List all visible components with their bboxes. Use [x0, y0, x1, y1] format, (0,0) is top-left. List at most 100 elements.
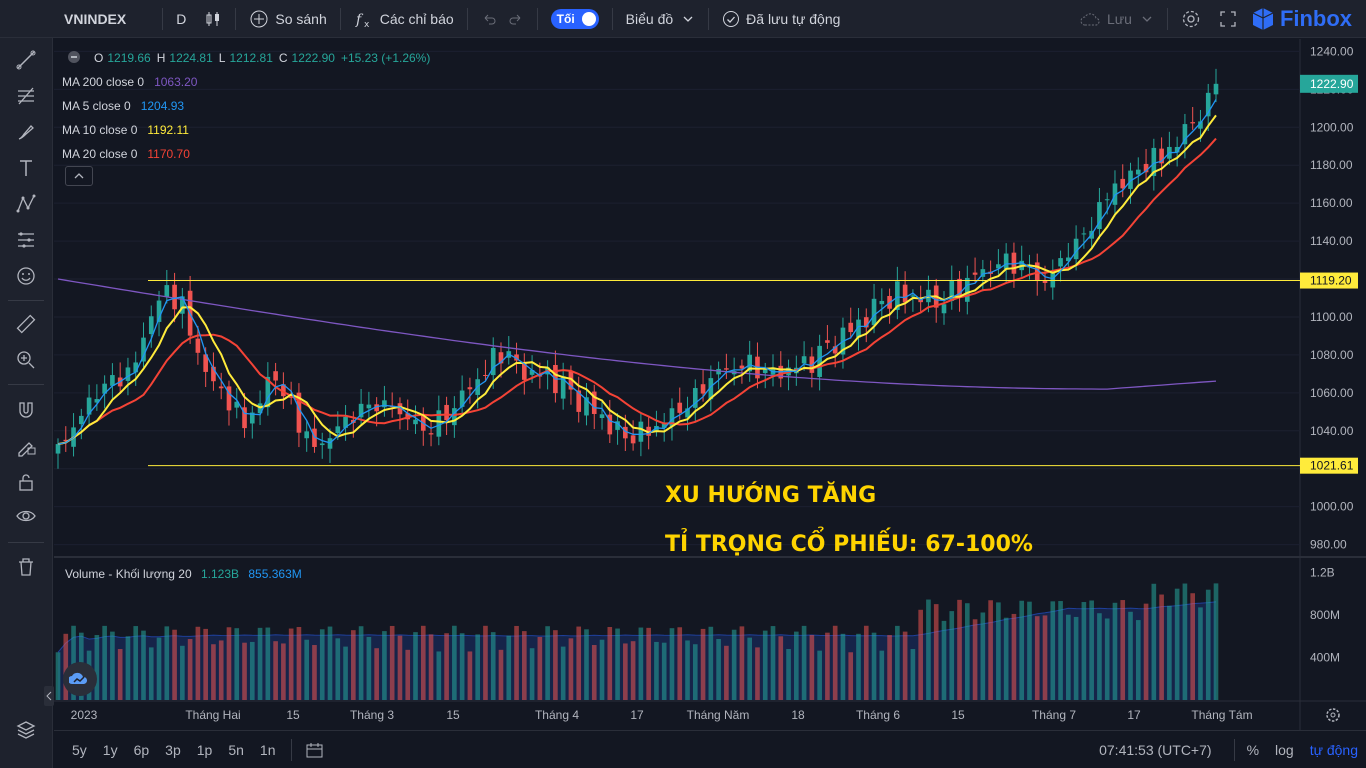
- theme-toggle[interactable]: Tối: [542, 0, 608, 38]
- magnet-icon[interactable]: [12, 396, 40, 424]
- ruler-icon[interactable]: [12, 310, 40, 338]
- settings-button[interactable]: [1172, 0, 1210, 38]
- volume-bar: [498, 649, 504, 700]
- candle-body: [568, 371, 574, 390]
- text-icon[interactable]: [12, 154, 40, 182]
- brush-icon[interactable]: [12, 118, 40, 146]
- candle-body: [249, 412, 255, 424]
- volume-bar: [716, 639, 721, 700]
- volume-bar: [848, 652, 854, 700]
- range-3m[interactable]: 3p: [165, 741, 181, 758]
- range-buttons: 5y 1y 6p 3p 1p 5n 1n: [54, 738, 334, 761]
- emoji-icon[interactable]: [12, 262, 40, 290]
- volume-bar: [747, 637, 753, 700]
- ma10-label: MA 10 close 0: [62, 123, 138, 137]
- candle-body: [490, 347, 496, 376]
- interval-button[interactable]: D: [176, 10, 187, 27]
- legend-ma20[interactable]: MA 20 close 0 1170.70: [62, 142, 436, 166]
- candle-body: [148, 316, 154, 335]
- gear-icon: [1182, 10, 1200, 28]
- ma20-label: MA 20 close 0: [62, 147, 138, 161]
- candle-body: [996, 264, 1001, 269]
- range-1d[interactable]: 1n: [259, 741, 276, 758]
- volume-bar: [521, 631, 527, 700]
- weight-annotation[interactable]: TỈ TRỌNG CỔ PHIẾU: 67-100%: [665, 527, 1033, 557]
- trend-line-icon[interactable]: [12, 46, 40, 74]
- hide-toolbar-button[interactable]: [44, 686, 54, 706]
- low-value: 1212.81: [229, 51, 273, 65]
- volume-bar: [281, 643, 286, 700]
- percent-scale-button[interactable]: %: [1246, 741, 1260, 758]
- candle-body: [1120, 178, 1126, 189]
- price-tick-label: 1140.00: [1310, 234, 1353, 248]
- volume-bar: [646, 627, 651, 700]
- volume-bar: [444, 633, 449, 700]
- volume-bar: [1151, 583, 1157, 700]
- volume-bar: [739, 626, 745, 700]
- compare-button[interactable]: So sánh: [240, 0, 335, 38]
- volume-bar: [187, 639, 193, 700]
- volume-bar: [156, 637, 162, 700]
- volume-bar: [63, 633, 69, 700]
- volume-bar: [926, 599, 931, 700]
- collapse-legend-button[interactable]: [62, 50, 86, 67]
- log-scale-button[interactable]: log: [1275, 741, 1294, 758]
- chart-type-menu[interactable]: Biểu đồ: [617, 0, 704, 38]
- symbol-search[interactable]: VNINDEX: [64, 10, 127, 27]
- lock-icon[interactable]: [12, 468, 40, 496]
- trash-icon[interactable]: [12, 553, 40, 581]
- expand-legend-button[interactable]: [65, 166, 93, 186]
- range-6m[interactable]: 6p: [133, 741, 150, 758]
- undo-button[interactable]: [472, 0, 506, 38]
- range-1y[interactable]: 1y: [102, 741, 118, 758]
- eye-icon[interactable]: [12, 502, 40, 530]
- range-5y[interactable]: 5y: [72, 741, 87, 758]
- candle-type-button[interactable]: [195, 0, 231, 38]
- autosave-indicator[interactable]: Đã lưu tự động: [713, 0, 849, 38]
- projection-icon[interactable]: [12, 226, 40, 254]
- goto-date-button[interactable]: [296, 742, 334, 758]
- chart-canvas[interactable]: XU HƯỚNG TĂNG TỈ TRỌNG CỔ PHIẾU: 67-100%…: [0, 0, 1366, 730]
- layers-icon[interactable]: [12, 716, 40, 744]
- volume-bar: [1174, 588, 1180, 700]
- volume-bar: [1112, 602, 1118, 700]
- legend-ma5[interactable]: MA 5 close 0 1204.93: [62, 94, 436, 118]
- gear-hub: [1330, 712, 1336, 718]
- calendar-range-icon: [306, 742, 323, 757]
- candle-body: [1050, 272, 1056, 288]
- candle-body: [747, 354, 753, 372]
- volume-bar: [832, 625, 838, 700]
- range-1m[interactable]: 1p: [196, 741, 213, 758]
- candle-body: [1143, 163, 1149, 173]
- chevron-up-icon: [74, 173, 84, 179]
- volume-bar: [195, 626, 201, 700]
- save-button[interactable]: Lưu: [1070, 0, 1163, 38]
- pattern-icon[interactable]: [12, 190, 40, 218]
- fib-icon[interactable]: [12, 82, 40, 110]
- trend-annotation[interactable]: XU HƯỚNG TĂNG: [665, 482, 876, 508]
- range-5d[interactable]: 5n: [228, 741, 244, 758]
- fullscreen-button[interactable]: [1210, 0, 1246, 38]
- candle-body: [467, 387, 473, 390]
- volume-ma-value: 855.363M: [248, 567, 302, 581]
- price-tick-label: 1000.00: [1310, 500, 1354, 514]
- clock-timezone[interactable]: 07:41:53 (UTC+7): [1099, 741, 1212, 758]
- volume-bar: [708, 626, 714, 700]
- volume-legend[interactable]: Volume - Khối lượng 20 1.123B 855.363M: [65, 567, 302, 581]
- legend-ma10[interactable]: MA 10 close 0 1192.11: [62, 118, 436, 142]
- volume-bar: [249, 641, 255, 700]
- price-tick-label: 1200.00: [1310, 120, 1354, 134]
- chart-legend: O 1219.66 H 1224.81 L 1212.81 C 1222.90 +15.…: [62, 46, 436, 166]
- candle-body: [265, 376, 271, 408]
- volume-bar: [226, 627, 232, 700]
- auto-scale-button[interactable]: tự động: [1309, 741, 1358, 758]
- zoom-in-icon[interactable]: [12, 346, 40, 374]
- redo-button[interactable]: [506, 0, 533, 38]
- time-tick-label: Tháng 6: [856, 708, 900, 722]
- legend-ma200[interactable]: MA 200 close 0 1063.20: [62, 70, 436, 94]
- volume-bar: [895, 625, 900, 700]
- volume-bar: [778, 636, 784, 700]
- lock-drawing-icon[interactable]: [12, 432, 40, 460]
- chart-watermark-icon: [63, 662, 97, 696]
